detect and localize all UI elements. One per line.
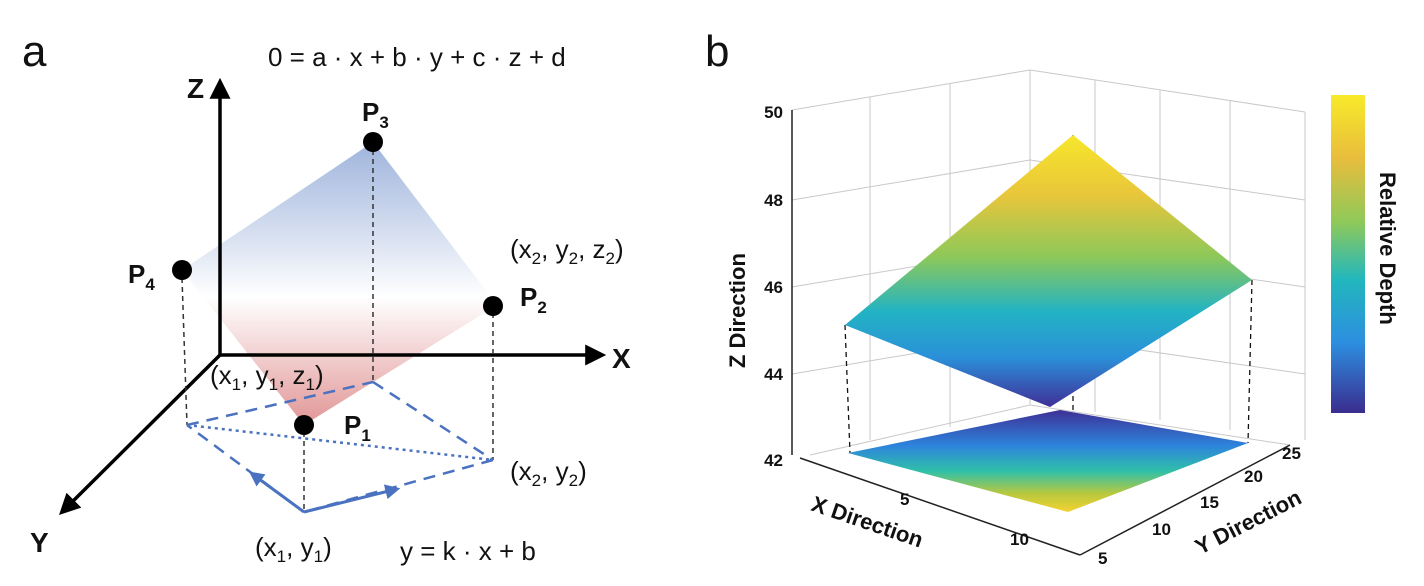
y-tick-label: 20 — [1244, 467, 1263, 486]
plot-axes — [791, 110, 1291, 556]
coord-p2-3d: (x2, y2, z2) — [510, 234, 624, 268]
point-p1 — [294, 415, 314, 435]
panel-b: b — [705, 27, 1400, 568]
x-ticks: 5 10 — [900, 490, 1029, 549]
z-tick-label: 46 — [764, 278, 783, 297]
point-p3 — [363, 132, 383, 152]
projection-lines — [181, 150, 494, 512]
y-tick-label: 15 — [1200, 493, 1219, 512]
coord-p1-2d: (x1, y1) — [255, 532, 332, 566]
point-p4 — [172, 260, 192, 280]
panel-b-letter: b — [705, 27, 729, 76]
x-axis-label: X — [612, 343, 631, 374]
x-tick-label: 10 — [1010, 530, 1029, 549]
plane-equation: 0 = a · x + b · y + c · z + d — [268, 42, 566, 72]
coord-p2-2d: (x2, y2) — [510, 456, 587, 490]
colorbar-title: Relative Depth — [1375, 172, 1400, 325]
z-tick-label: 50 — [764, 103, 783, 122]
label-p1: P1 — [344, 410, 371, 445]
y-axis — [59, 353, 222, 515]
surface-drop-lines — [844, 135, 1253, 512]
z-tick-label: 44 — [764, 365, 783, 384]
colorbar — [1331, 95, 1365, 413]
vector-arrow-x — [303, 484, 401, 514]
point-p2 — [483, 296, 503, 316]
z-axis-title: Z Direction — [725, 253, 750, 368]
line-equation: y = k · x + b — [400, 536, 536, 566]
z-ticks: 50 48 46 44 42 — [764, 103, 783, 470]
z-tick-label: 42 — [764, 451, 783, 470]
projected-surface — [848, 410, 1248, 512]
y-tick-label: 25 — [1282, 444, 1301, 463]
y-axis-label: Y — [30, 527, 49, 558]
y-tick-label: 5 — [1098, 549, 1107, 568]
fitted-surface — [845, 135, 1252, 407]
z-tick-label: 48 — [764, 191, 783, 210]
x-tick-label: 5 — [900, 490, 909, 509]
y-ticks: 5 10 15 20 25 — [1098, 444, 1301, 568]
panel-a: a 0 = a · x + b · y + c · z + d Z X Y — [22, 27, 631, 566]
coord-p1-3d: (x1, y1, z1) — [210, 360, 324, 394]
vector-arrow-y — [248, 471, 305, 514]
label-p4: P4 — [128, 259, 155, 294]
panel-a-letter: a — [22, 27, 47, 76]
label-p3: P3 — [362, 97, 389, 132]
y-tick-label: 10 — [1152, 520, 1171, 539]
label-p2: P2 — [520, 282, 547, 317]
z-axis-label: Z — [187, 73, 204, 104]
